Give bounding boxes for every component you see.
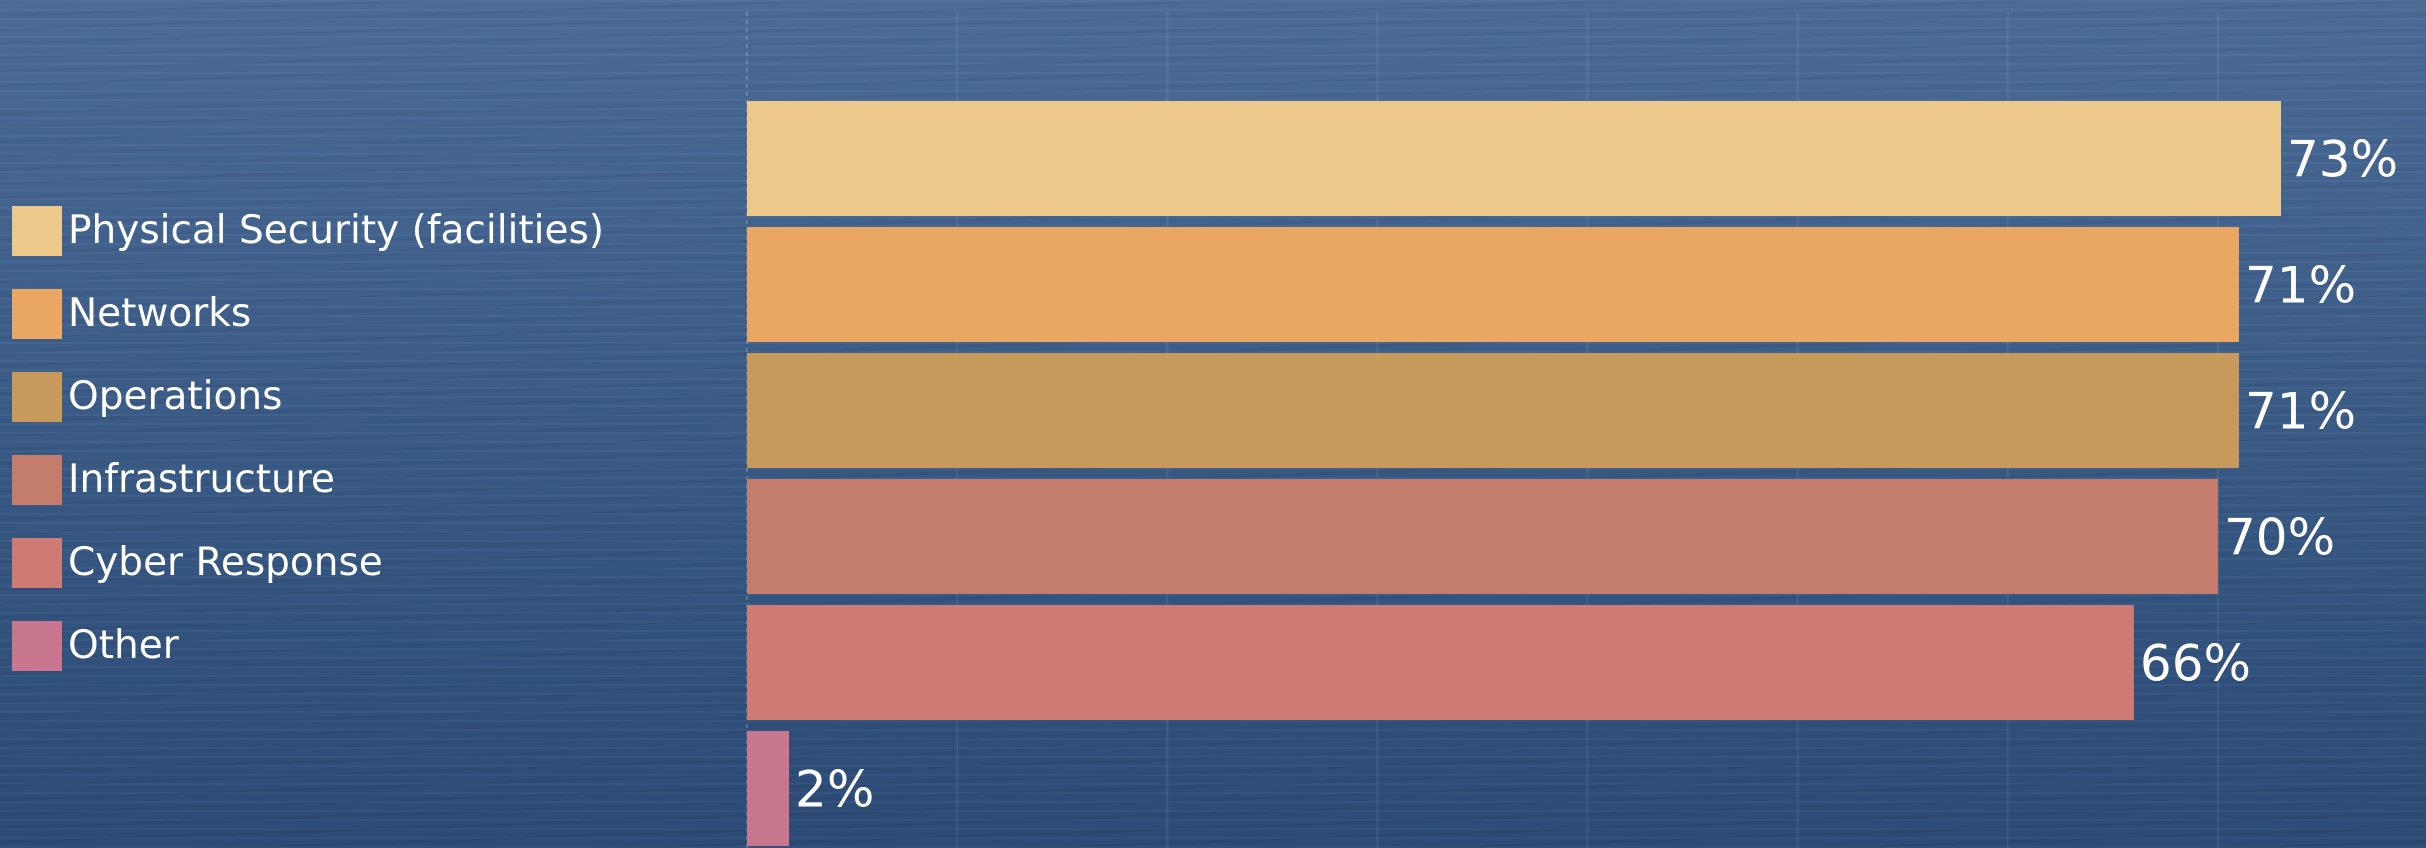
legend-swatch — [12, 455, 62, 505]
bar-cyber-response — [747, 605, 2134, 720]
value-label: 70% — [2224, 509, 2335, 567]
legend-swatch — [12, 372, 62, 422]
bar-physical-security-facilities — [747, 101, 2281, 216]
legend-label: Cyber Response — [68, 540, 383, 585]
value-label: 73% — [2287, 131, 2398, 189]
legend-item: Other — [12, 619, 712, 673]
legend-item: Physical Security (facilities) — [12, 204, 712, 258]
legend-swatch — [12, 206, 62, 256]
legend-label: Operations — [68, 374, 283, 419]
legend-label: Other — [68, 623, 179, 668]
chart-value-labels: 73% 71% 71% 70% 66% 2% — [795, 131, 2398, 819]
bar-infrastructure — [747, 479, 2218, 594]
bar-operations — [747, 353, 2239, 468]
value-label: 71% — [2245, 257, 2356, 315]
legend-item: Operations — [12, 370, 712, 424]
bar-other — [747, 731, 790, 846]
chart-bars — [747, 101, 2281, 846]
legend-swatch — [12, 621, 62, 671]
value-label: 71% — [2245, 383, 2356, 441]
legend-swatch — [12, 538, 62, 588]
legend-swatch — [12, 289, 62, 339]
legend-item: Infrastructure — [12, 453, 712, 507]
legend-label: Networks — [68, 291, 252, 336]
value-label: 66% — [2140, 635, 2251, 693]
legend-label: Infrastructure — [68, 457, 335, 502]
legend-label: Physical Security (facilities) — [68, 208, 605, 253]
bar-networks — [747, 227, 2239, 342]
value-label: 2% — [795, 761, 874, 819]
chart-legend: Physical Security (facilities) Networks Op… — [12, 204, 712, 673]
legend-item: Cyber Response — [12, 536, 712, 590]
legend-item: Networks — [12, 287, 712, 341]
